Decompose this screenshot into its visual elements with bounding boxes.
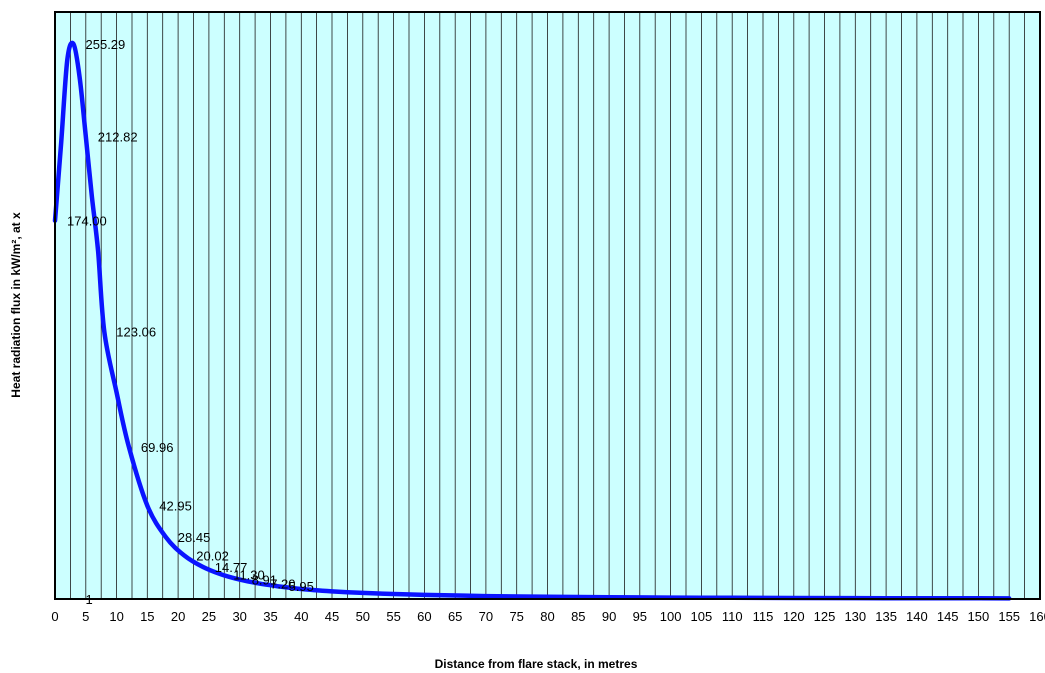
x-tick-label: 100	[660, 609, 682, 624]
data-label: 174.00	[67, 214, 107, 229]
data-label: 123.06	[116, 325, 156, 340]
x-tick-label: 160	[1029, 609, 1045, 624]
x-tick-label: 120	[783, 609, 805, 624]
x-tick-label: 40	[294, 609, 308, 624]
x-tick-label: 55	[386, 609, 400, 624]
x-tick-label: 15	[140, 609, 154, 624]
x-tick-label: 70	[479, 609, 493, 624]
x-tick-label: 110	[722, 609, 743, 624]
data-label: 212.82	[98, 129, 138, 144]
x-tick-label: 45	[325, 609, 339, 624]
x-tick-label: 0	[51, 609, 58, 624]
x-tick-label: 85	[571, 609, 585, 624]
x-tick-label: 50	[356, 609, 370, 624]
x-tick-label: 65	[448, 609, 462, 624]
x-tick-label: 135	[875, 609, 897, 624]
x-tick-label: 140	[906, 609, 928, 624]
x-axis-title: Distance from flare stack, in metres	[435, 657, 638, 671]
x-tick-label: 35	[263, 609, 277, 624]
data-label: 11.30	[233, 567, 265, 582]
plot-border	[54, 11, 1041, 600]
data-label: 8.91	[252, 573, 277, 588]
x-tick-label: 25	[202, 609, 216, 624]
data-labels: 255.29 212.82 174.00 123.06 69.96 42.95 28.45 2…	[67, 37, 314, 607]
x-tick-label: 75	[509, 609, 523, 624]
x-tick-label: 5	[82, 609, 89, 624]
data-label: 255.29	[86, 37, 126, 52]
x-tick-label: 150	[968, 609, 990, 624]
x-tick-label: 90	[602, 609, 616, 624]
series-layer	[52, 40, 1012, 601]
data-label: 7.20	[270, 576, 295, 591]
x-tick-label: 125	[814, 609, 836, 624]
x-tick-label: 155	[998, 609, 1020, 624]
x-tick-label: 130	[844, 609, 866, 624]
y-axis-title: Heat radiation flux in kW/m², at x	[9, 212, 23, 398]
x-tick-label: 105	[691, 609, 713, 624]
data-label: 14.77	[215, 560, 248, 575]
x-tick-label: 10	[109, 609, 123, 624]
data-label: 1	[86, 592, 93, 607]
data-label: 28.45	[178, 530, 211, 545]
x-tick-label: 30	[232, 609, 246, 624]
data-label: 42.95	[159, 499, 192, 514]
vertical-gridlines	[70, 12, 1025, 599]
x-tick-label: 20	[171, 609, 185, 624]
data-label: 5.95	[289, 579, 314, 594]
x-tick-label: 95	[633, 609, 647, 624]
series-line	[52, 40, 1012, 601]
data-label: 20.02	[196, 549, 229, 564]
x-tick-label: 80	[540, 609, 554, 624]
data-label: 69.96	[141, 440, 174, 455]
x-tick-labels: 0 5 10 15 20 25 30 35 40 45 50 55 60 65 70 75 80 85 90 95 10…	[51, 609, 1045, 624]
x-tick-label: 115	[753, 609, 774, 624]
x-tick-label: 145	[937, 609, 959, 624]
x-tick-label: 60	[417, 609, 431, 624]
